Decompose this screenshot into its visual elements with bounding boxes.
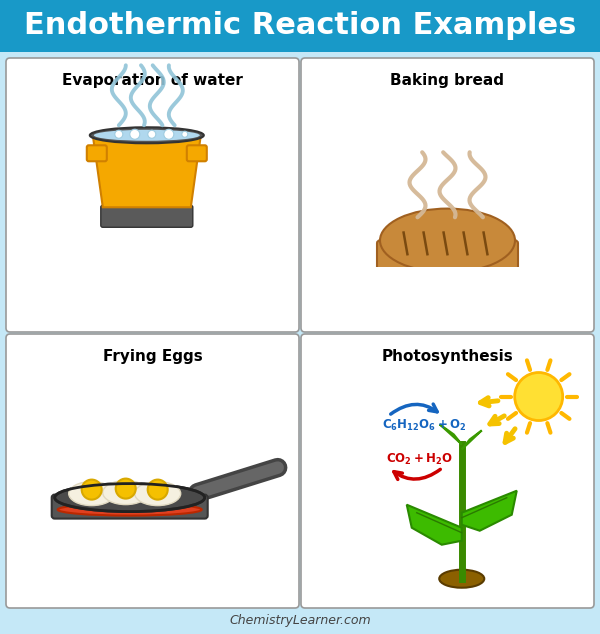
FancyBboxPatch shape — [6, 58, 299, 332]
Text: $\mathbf{C_6H_{12}O_6 + O_2}$: $\mathbf{C_6H_{12}O_6 + O_2}$ — [383, 418, 467, 434]
FancyBboxPatch shape — [101, 205, 193, 227]
Bar — [375, 268, 520, 328]
Bar — [0, 0, 600, 52]
Circle shape — [148, 479, 168, 500]
Circle shape — [116, 479, 136, 498]
Ellipse shape — [90, 127, 204, 143]
Text: ChemistryLearner.com: ChemistryLearner.com — [229, 614, 371, 627]
FancyBboxPatch shape — [52, 495, 208, 519]
Text: Photosynthesis: Photosynthesis — [382, 349, 514, 363]
Circle shape — [115, 130, 123, 138]
Circle shape — [515, 373, 563, 420]
Circle shape — [130, 129, 140, 139]
Ellipse shape — [439, 570, 484, 588]
Text: Frying Eggs: Frying Eggs — [103, 349, 202, 363]
FancyBboxPatch shape — [6, 334, 299, 608]
Circle shape — [82, 479, 101, 500]
Polygon shape — [93, 135, 201, 207]
Text: Baking bread: Baking bread — [391, 72, 505, 87]
Text: Endothermic Reaction Examples: Endothermic Reaction Examples — [24, 11, 576, 41]
FancyBboxPatch shape — [301, 58, 594, 332]
FancyBboxPatch shape — [87, 145, 107, 161]
Ellipse shape — [94, 130, 200, 141]
Polygon shape — [462, 430, 482, 450]
Ellipse shape — [103, 481, 149, 505]
Circle shape — [164, 129, 174, 139]
Polygon shape — [407, 505, 462, 545]
Circle shape — [148, 130, 156, 138]
Ellipse shape — [68, 482, 115, 505]
Ellipse shape — [380, 209, 515, 273]
Polygon shape — [440, 424, 462, 444]
FancyBboxPatch shape — [377, 240, 518, 273]
Ellipse shape — [58, 503, 202, 515]
Ellipse shape — [134, 482, 181, 505]
Circle shape — [182, 131, 188, 138]
Text: Evaporation of water: Evaporation of water — [62, 72, 243, 87]
Ellipse shape — [55, 484, 205, 512]
FancyBboxPatch shape — [187, 145, 207, 161]
Polygon shape — [462, 491, 517, 531]
Text: $\mathbf{CO_2 + H_2O}$: $\mathbf{CO_2 + H_2O}$ — [386, 452, 453, 467]
FancyBboxPatch shape — [301, 334, 594, 608]
